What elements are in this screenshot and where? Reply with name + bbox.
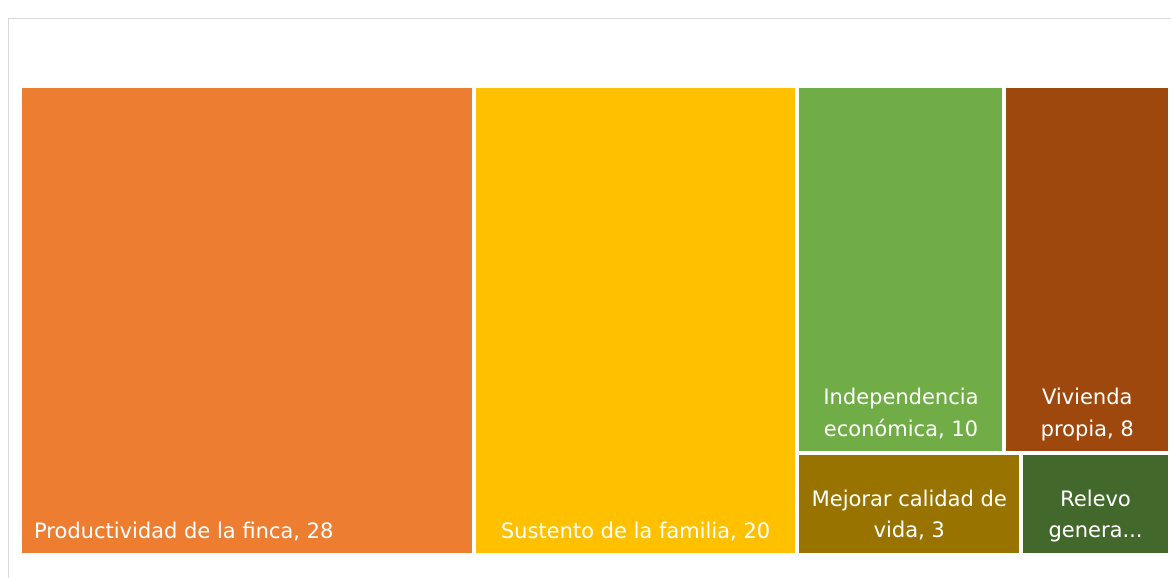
data-label: Mejorar calidad de vida, 3	[811, 486, 1007, 543]
data-label: Sustento de la familia, 20	[500, 518, 771, 543]
data-label: Independencia económica, 10	[823, 385, 979, 441]
tile: Relevo genera...	[1022, 455, 1168, 553]
chart-frame	[8, 18, 1171, 578]
data-label: Productividad de la finca, 28	[34, 518, 334, 543]
tile: Mejorar calidad de vida, 3	[799, 455, 1019, 553]
treemap: Productividad de la finca, 28 Sustento de…	[20, 86, 1170, 555]
data-label: Relevo genera...	[1048, 486, 1143, 543]
tile: Vivienda propia, 8	[1006, 88, 1168, 452]
tile: Productividad de la finca, 28	[22, 88, 472, 553]
tile: Sustento de la familia, 20	[475, 88, 796, 553]
tile: Independencia económica, 10	[799, 88, 1003, 452]
data-label: Vivienda propia, 8	[1040, 385, 1134, 441]
